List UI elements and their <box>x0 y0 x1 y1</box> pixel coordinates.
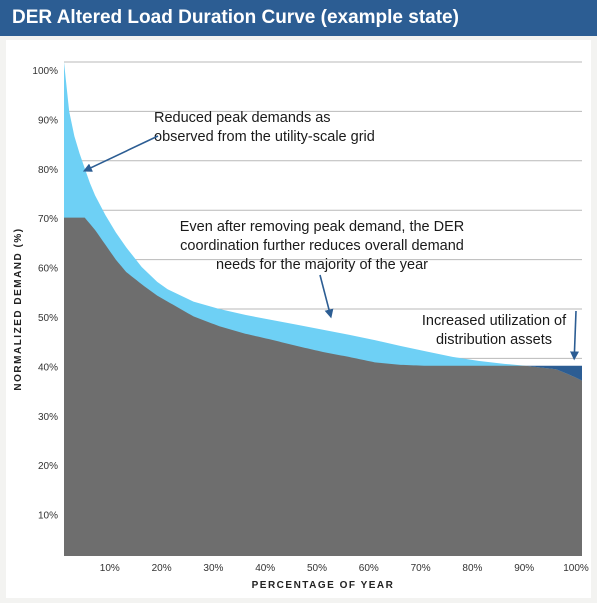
annotation-peak: Reduced peak demands as observed from th… <box>82 110 375 172</box>
title-bar: DER Altered Load Duration Curve (example… <box>0 0 597 36</box>
x-tick-label: 90% <box>514 563 534 574</box>
annotation-peak-arrow <box>82 135 159 172</box>
annotation-utilization-line-2: distribution assets <box>436 332 552 348</box>
y-tick-label: 80% <box>38 165 58 176</box>
y-tick-label: 60% <box>38 264 58 275</box>
chart-panel: 10% 20% 30% 40% 50% 60% 70% 80% 90% 100% 10% 20% 30… <box>6 40 591 598</box>
y-tick-label: 50% <box>38 313 58 324</box>
y-tick-label: 70% <box>38 214 58 225</box>
x-tick-label: 80% <box>462 563 482 574</box>
annotation-utilization: Increased utilization of distribution as… <box>422 310 579 361</box>
y-tick-label: 20% <box>38 461 58 472</box>
annotation-reduction-line-1: Even after removing peak demand, the DER <box>180 219 465 235</box>
x-axis-label: PERCENTAGE OF YEAR <box>252 580 395 591</box>
y-tick-label: 90% <box>38 115 58 126</box>
x-tick-label: 10% <box>100 563 120 574</box>
x-tick-label: 60% <box>359 563 379 574</box>
annotation-utilization-arrow <box>569 310 579 361</box>
annotation-reduction-line-2: coordination further reduces overall dem… <box>180 238 464 254</box>
y-tick-label: 10% <box>38 511 58 522</box>
x-tick-label: 40% <box>255 563 275 574</box>
x-tick-label: 70% <box>411 563 431 574</box>
load-duration-chart: 10% 20% 30% 40% 50% 60% 70% 80% 90% 100% 10% 20% 30… <box>13 61 589 591</box>
chart-title: DER Altered Load Duration Curve (example… <box>12 7 459 28</box>
y-tick-label: 100% <box>32 66 58 77</box>
y-tick-label: 40% <box>38 362 58 373</box>
annotation-peak-line-1: Reduced peak demands as <box>154 110 331 126</box>
increased-utilization-area <box>519 365 582 381</box>
x-tick-label: 20% <box>152 563 172 574</box>
annotation-reduction: Even after removing peak demand, the DER… <box>180 219 465 319</box>
annotation-utilization-line-1: Increased utilization of <box>422 313 567 329</box>
annotation-reduction-line-3: needs for the majority of the year <box>216 257 428 273</box>
x-tick-label: 50% <box>307 563 327 574</box>
annotation-reduction-arrow <box>319 274 334 319</box>
x-tick-label: 30% <box>203 563 223 574</box>
x-tick-label: 100% <box>563 563 589 574</box>
x-tick-labels: 10% 20% 30% 40% 50% 60% 70% 80% 90% 100% <box>100 563 589 574</box>
y-tick-label: 30% <box>38 412 58 423</box>
annotation-peak-line-2: observed from the utility-scale grid <box>154 129 375 145</box>
der-altered-load-area <box>64 217 582 557</box>
y-tick-labels: 10% 20% 30% 40% 50% 60% 70% 80% 90% 100% <box>32 66 58 522</box>
y-axis-label: NORMALIZED DEMAND (%) <box>13 227 24 390</box>
